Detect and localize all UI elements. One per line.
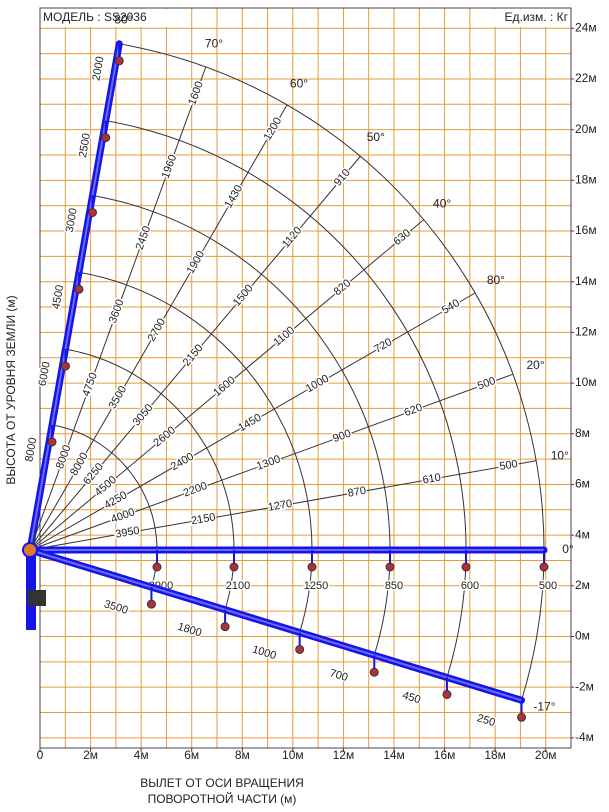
y-tick-label: 24м xyxy=(575,20,597,34)
boom-edge xyxy=(29,549,522,702)
model-label: МОДЕЛЬ : SS2036 xyxy=(43,10,147,24)
angle-ray xyxy=(29,460,537,551)
y-tick-label: 8м xyxy=(575,426,590,440)
y-tick-label: 18м xyxy=(575,173,597,187)
x-tick-label: 18м xyxy=(484,748,506,762)
hook xyxy=(74,284,84,294)
y-tick-label: 4м xyxy=(575,527,590,541)
angle-label: 20° xyxy=(526,358,544,372)
header-bg xyxy=(41,9,191,27)
angle-label: 80° xyxy=(487,273,505,287)
x-tick-label: 14м xyxy=(383,748,405,762)
boom-edge xyxy=(29,43,121,551)
y-tick-label: 0м xyxy=(575,629,590,643)
hook xyxy=(60,361,70,371)
y-tick-label: 22м xyxy=(575,71,597,85)
x-axis-title: ВЫЛЕТ ОТ ОСИ ВРАЩЕНИЯ xyxy=(140,776,304,790)
x-tick-label: 10м xyxy=(282,748,304,762)
x-tick-label: 16м xyxy=(434,748,456,762)
load-label: 2000 xyxy=(91,55,107,81)
load-label: 6000 xyxy=(37,361,53,387)
header-bg xyxy=(475,9,570,27)
angle-ray xyxy=(29,292,476,551)
hook xyxy=(517,712,527,722)
x-tick-label: 4м xyxy=(134,748,149,762)
hook xyxy=(114,56,124,66)
hook xyxy=(101,133,111,143)
y-axis-title: ВЫСОТА ОТ УРОВНЯ ЗЕМЛИ (м) xyxy=(4,295,18,484)
x-tick-label: 12м xyxy=(333,748,355,762)
y-tick-label: -4м xyxy=(575,730,594,744)
load-label: 610 xyxy=(422,472,442,487)
load-label: 8000 xyxy=(23,437,39,463)
y-tick-label: 12м xyxy=(575,325,597,339)
hook xyxy=(146,599,156,609)
y-tick-label: 14м xyxy=(575,274,597,288)
load-label: 3950 xyxy=(114,525,140,541)
y-tick-label: -2м xyxy=(575,679,594,693)
load-label: 1270 xyxy=(267,498,293,514)
plot-frame xyxy=(39,7,572,749)
y-tick-label: 6м xyxy=(575,477,590,491)
hook xyxy=(88,207,98,217)
x-tick-label: 8м xyxy=(235,748,250,762)
angle-label: 0° xyxy=(562,542,574,556)
load-label: 500 xyxy=(499,458,519,473)
hook xyxy=(229,562,239,572)
x-axis-title: ПОВОРОТНОЙ ЧАСТИ (м) xyxy=(148,791,297,806)
angle-label: 50° xyxy=(367,130,385,144)
pivot xyxy=(22,542,38,558)
angle-ray xyxy=(29,219,425,551)
angle-label: -17° xyxy=(533,699,555,713)
angle-ray xyxy=(29,66,207,551)
angle-label: 70° xyxy=(205,37,223,51)
x-tick-label: 0 xyxy=(37,748,44,762)
hook xyxy=(220,622,230,632)
angle-label: 40° xyxy=(433,196,451,210)
x-tick-label: 20м xyxy=(535,748,557,762)
load-label: 2500 xyxy=(77,132,93,158)
load-label: 3000 xyxy=(64,207,80,233)
y-tick-label: 20м xyxy=(575,122,597,136)
hook xyxy=(152,562,162,572)
load-label: 2150 xyxy=(190,511,216,527)
y-tick-label: 10м xyxy=(575,375,597,389)
load-label: 2100 xyxy=(226,580,250,592)
load-label: 850 xyxy=(385,580,403,592)
hook xyxy=(295,644,305,654)
load-label: 870 xyxy=(347,485,367,500)
angle-ray xyxy=(29,155,361,551)
load-label: 1250 xyxy=(304,580,328,592)
angle-ray xyxy=(29,104,288,551)
load-label: 500 xyxy=(539,580,557,592)
hook xyxy=(539,562,549,572)
x-tick-label: 6м xyxy=(184,748,199,762)
hook xyxy=(461,562,471,572)
hook xyxy=(47,437,57,447)
hook xyxy=(369,667,379,677)
hook xyxy=(307,562,317,572)
x-tick-label: 2м xyxy=(83,748,98,762)
hook xyxy=(385,562,395,572)
load-label: 4500 xyxy=(50,284,66,310)
hook xyxy=(442,689,452,699)
angle-label: 80° xyxy=(114,12,132,26)
angle-label: 10° xyxy=(551,449,569,463)
y-tick-label: 16м xyxy=(575,223,597,237)
y-tick-label: 2м xyxy=(575,578,590,592)
crane-outrigger xyxy=(28,590,46,606)
angle-label: 60° xyxy=(290,76,308,90)
load-label: 600 xyxy=(461,580,479,592)
units-label: Ед.изм. : Кг xyxy=(505,10,569,24)
angle-ray xyxy=(29,373,514,551)
